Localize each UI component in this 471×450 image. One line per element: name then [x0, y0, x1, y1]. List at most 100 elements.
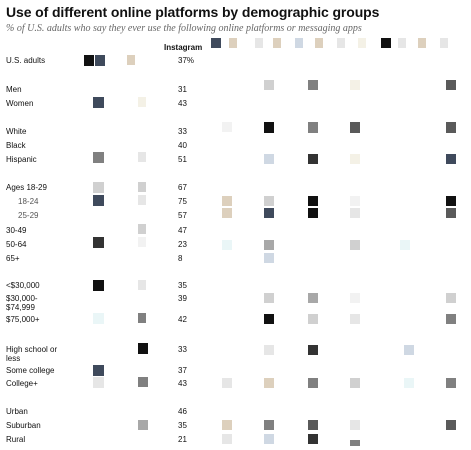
row-value: 47 — [178, 226, 187, 235]
platform-cell — [138, 313, 146, 323]
column-header-instagram: Instagram — [164, 43, 203, 52]
row-label: Suburban — [6, 421, 41, 430]
platform-cell — [308, 196, 318, 206]
platform-cell — [446, 154, 456, 164]
platform-cell — [222, 420, 232, 430]
platform-cell — [264, 122, 274, 133]
row-value: 31 — [178, 85, 187, 94]
row-label: Rural — [6, 435, 26, 444]
platform-cell — [264, 80, 274, 90]
platform-cell — [440, 38, 448, 48]
platform-cell — [350, 154, 360, 164]
platform-cell — [222, 240, 232, 250]
platform-cell — [308, 345, 318, 355]
platform-cell — [138, 377, 148, 387]
platform-cell — [255, 38, 263, 48]
platform-cell — [229, 38, 237, 48]
platform-cell — [308, 208, 318, 218]
platform-cell — [211, 38, 221, 48]
platform-cell — [308, 122, 318, 133]
platform-cell — [308, 314, 318, 324]
platform-cell — [222, 208, 232, 218]
row-label: Black — [6, 141, 26, 150]
platform-cell — [350, 293, 360, 303]
row-label: Ages 18-29 — [6, 183, 47, 192]
platform-cell — [350, 122, 360, 133]
platform-cell — [138, 97, 146, 107]
platform-cell — [264, 293, 274, 303]
platform-cell — [308, 434, 318, 444]
platform-cell — [264, 240, 274, 250]
platform-cell — [350, 196, 360, 206]
platform-cell — [95, 55, 105, 66]
platform-cell — [308, 420, 318, 430]
platform-cell — [138, 280, 146, 290]
row-label: $75,000+ — [6, 315, 40, 324]
platform-cell — [138, 224, 146, 234]
platform-cell — [350, 80, 360, 90]
platform-cell — [84, 55, 94, 66]
platform-cell — [418, 38, 426, 48]
row-label: Hispanic — [6, 155, 37, 164]
platform-cell — [308, 80, 318, 90]
row-label: High school or less — [6, 345, 58, 363]
row-label: $30,000- $74,999 — [6, 294, 38, 312]
row-label: White — [6, 127, 27, 136]
platform-cell — [400, 240, 410, 250]
platform-cell — [446, 196, 456, 206]
row-value: 23 — [178, 240, 187, 249]
platform-cell — [93, 97, 104, 108]
platform-cell — [222, 378, 232, 388]
platform-cell — [127, 55, 135, 65]
platform-cell — [93, 182, 104, 193]
row-value: 43 — [178, 99, 187, 108]
platform-cell — [93, 313, 104, 324]
platform-cell — [93, 280, 104, 291]
row-label: College+ — [6, 379, 38, 388]
row-value: 43 — [178, 379, 187, 388]
platform-cell — [350, 208, 360, 218]
platform-cell — [295, 38, 303, 48]
row-value: 37 — [178, 366, 187, 375]
row-value: 35 — [178, 421, 187, 430]
row-label: Some college — [6, 366, 55, 375]
platform-cell — [264, 420, 274, 430]
row-value: 33 — [178, 127, 187, 136]
row-value: 33 — [178, 345, 187, 354]
platform-cell — [404, 378, 414, 388]
platform-cell — [264, 434, 274, 444]
row-label: Urban — [6, 407, 28, 416]
row-value: 42 — [178, 315, 187, 324]
platform-cell — [446, 293, 456, 303]
platform-cell — [381, 38, 391, 48]
platform-cell — [264, 345, 274, 355]
platform-cell — [350, 378, 360, 388]
platform-cell — [93, 195, 104, 206]
platform-cell — [138, 343, 148, 354]
platform-cell — [308, 154, 318, 164]
platform-cell — [350, 314, 360, 324]
platform-cell — [446, 122, 456, 133]
platform-cell — [350, 440, 360, 446]
platform-cell — [222, 122, 232, 132]
platform-cell — [222, 196, 232, 206]
platform-cell — [138, 195, 146, 205]
row-value: 67 — [178, 183, 187, 192]
platform-cell — [350, 420, 360, 430]
chart-title: Use of different online platforms by dem… — [6, 4, 380, 20]
platform-cell — [315, 38, 323, 48]
platform-cell — [350, 240, 360, 250]
row-value: 21 — [178, 435, 187, 444]
platform-cell — [308, 378, 318, 388]
row-label: 25-29 — [18, 211, 39, 220]
row-value: 8 — [178, 254, 183, 263]
row-value: 37% — [178, 56, 195, 65]
platform-cell — [446, 80, 456, 90]
platform-cell — [398, 38, 406, 48]
platform-cell — [337, 38, 345, 48]
platform-cell — [264, 154, 274, 164]
platform-cell — [93, 152, 104, 163]
platform-cell — [93, 365, 104, 376]
row-label: <$30,000 — [6, 281, 40, 290]
row-label: 18-24 — [18, 197, 39, 206]
